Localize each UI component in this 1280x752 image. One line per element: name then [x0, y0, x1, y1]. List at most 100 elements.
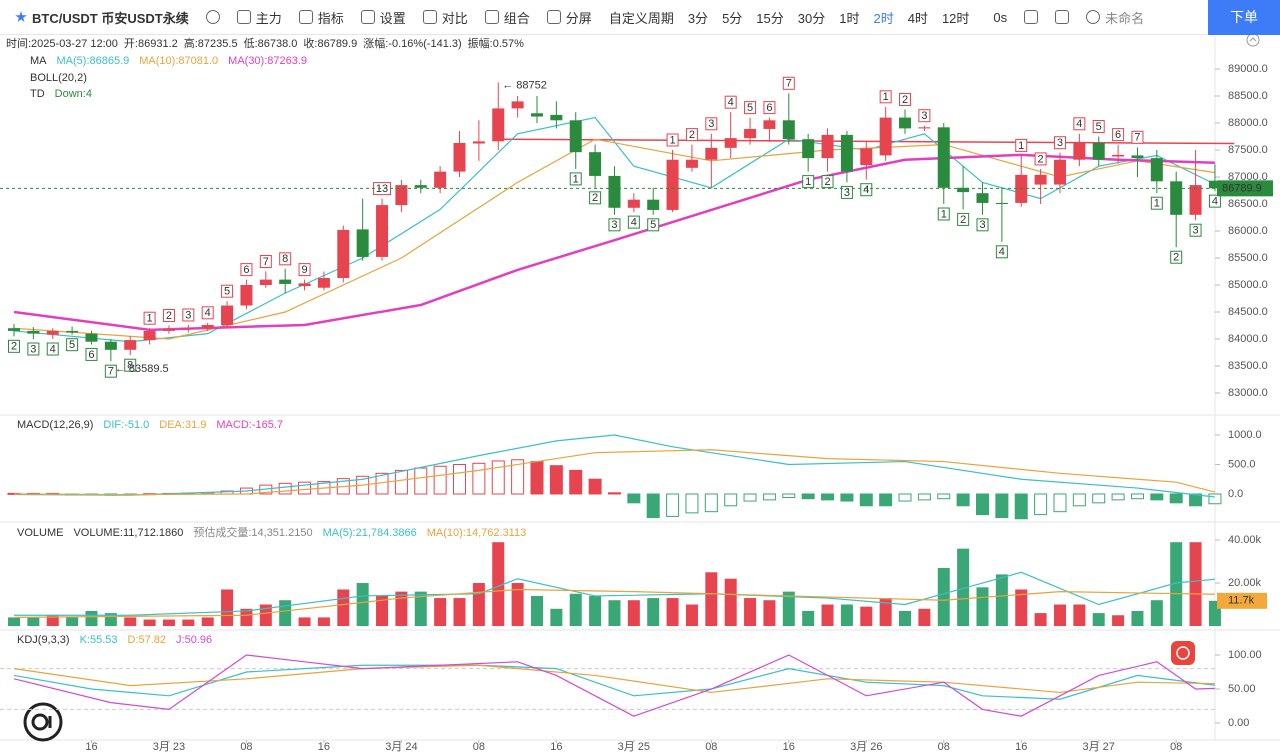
period-button[interactable]: 2时 — [873, 10, 894, 26]
collapse-button[interactable] — [1246, 33, 1260, 47]
td-box — [1189, 223, 1202, 237]
macd-bar — [607, 492, 621, 495]
td-label: 3 — [708, 118, 714, 130]
y-tick-label: 88500.0 — [1228, 90, 1268, 102]
td-label: 7 — [263, 256, 269, 268]
volume-bar — [1150, 600, 1163, 627]
tool-button[interactable]: 组合 — [484, 8, 530, 27]
volume-bar — [782, 591, 795, 627]
order-button[interactable]: 下单 — [1208, 0, 1280, 35]
layout-name[interactable]: 未命名 — [1086, 8, 1144, 27]
volume-bar — [453, 598, 466, 627]
td-box — [182, 308, 195, 322]
td-label: 4 — [728, 97, 734, 109]
period-button[interactable]: 15分 — [756, 10, 784, 26]
volume-bar — [414, 591, 427, 627]
custom-period[interactable]: 自定义周期 — [609, 8, 674, 27]
layout-label: 未命名 — [1105, 10, 1145, 26]
candle-body — [66, 330, 79, 333]
y-tick-label: 88000.0 — [1228, 117, 1268, 129]
legend-item: MA(30):87263.9 — [228, 55, 307, 67]
legend-item: DIF:-51.0 — [103, 419, 149, 431]
x-tick-label: 16 — [85, 741, 97, 752]
tool-button[interactable]: 分屏 — [546, 8, 592, 27]
td-box — [124, 358, 137, 372]
legend-item: MACD:-165.7 — [216, 419, 283, 431]
macd-bar — [1130, 493, 1144, 500]
tool-button[interactable]: 主力 — [236, 8, 282, 27]
volume-bar — [937, 567, 950, 627]
td-box — [899, 92, 912, 106]
td-box — [1053, 136, 1066, 150]
y-tick-label: 84500.0 — [1228, 306, 1268, 318]
macd-bar — [298, 481, 312, 495]
candle-body — [27, 330, 40, 334]
info-row: 时间:2025-03-27 12:00 开:86931.2 高:87235.5 低:8… — [6, 36, 524, 50]
td-label: 9 — [301, 264, 307, 276]
td-box — [1150, 196, 1163, 210]
volume-bar — [976, 587, 989, 627]
volume-bar — [569, 593, 582, 627]
candle-body — [472, 141, 485, 144]
trend-line — [498, 138, 1235, 145]
candle-body — [860, 148, 873, 166]
fullscreen-button[interactable] — [1055, 10, 1070, 24]
volume-bar — [395, 591, 408, 627]
td-label: 3 — [921, 110, 927, 122]
td-box — [957, 212, 970, 226]
last-volume-box — [1217, 592, 1267, 609]
candle-body — [221, 305, 234, 325]
tool-button[interactable]: 指标 — [298, 8, 344, 27]
ai-button[interactable] — [1171, 641, 1195, 665]
candle-body — [1073, 142, 1086, 160]
volume-bar — [957, 548, 970, 627]
tool-button[interactable]: 对比 — [422, 8, 468, 27]
td-label: 2 — [689, 129, 695, 141]
y-tick-label: 1000.0 — [1228, 429, 1262, 441]
candle-body — [317, 277, 330, 288]
tool-button[interactable]: 设置 — [360, 8, 406, 27]
candle-body — [8, 328, 20, 331]
info-item: 振幅:0.57% — [468, 36, 524, 50]
volume-bar — [802, 610, 815, 627]
volume-bar — [705, 572, 718, 627]
legend-item: Down:4 — [55, 88, 92, 100]
y-tick-label: 85000.0 — [1228, 279, 1268, 291]
period-button[interactable]: 4时 — [907, 10, 928, 26]
candle-body — [143, 330, 156, 341]
period-button[interactable]: 12时 — [941, 10, 970, 26]
x-tick-label: 3月 25 — [618, 741, 650, 752]
candle-body — [995, 202, 1008, 205]
td-box — [666, 133, 679, 147]
td-label: 1 — [573, 173, 579, 185]
td-box — [589, 191, 602, 205]
td-box — [162, 309, 175, 323]
volume-bar — [1131, 610, 1144, 627]
snapshot-button[interactable] — [1024, 10, 1039, 24]
legend-item: DEA:31.9 — [159, 419, 206, 431]
legend-item: MA(10):87081.0 — [139, 55, 218, 67]
indicator-line — [13, 449, 1216, 496]
x-tick-label: 08 — [938, 741, 950, 752]
candle-body — [395, 185, 408, 206]
td-box — [685, 128, 698, 142]
price-annotation: ← 83589.5 — [115, 363, 169, 375]
period-button[interactable]: 1时 — [839, 10, 860, 26]
td-box — [782, 76, 795, 90]
td-box — [995, 245, 1008, 259]
volume-bar — [879, 598, 892, 627]
volume-bar — [899, 610, 912, 627]
candle-body — [201, 324, 214, 329]
macd-bar — [414, 467, 428, 495]
y-tick-label: 100.00 — [1228, 649, 1262, 661]
search-button[interactable] — [205, 10, 220, 24]
candle-body — [802, 139, 815, 159]
x-tick-label: 3月 24 — [385, 741, 417, 752]
period-button[interactable]: 3分 — [687, 10, 709, 26]
macd-bar — [917, 493, 931, 501]
period-button[interactable]: 30分 — [797, 10, 826, 26]
td-label: 6 — [1115, 129, 1121, 141]
tool-label: 指标 — [317, 10, 344, 26]
period-button[interactable]: 5分 — [722, 10, 743, 26]
